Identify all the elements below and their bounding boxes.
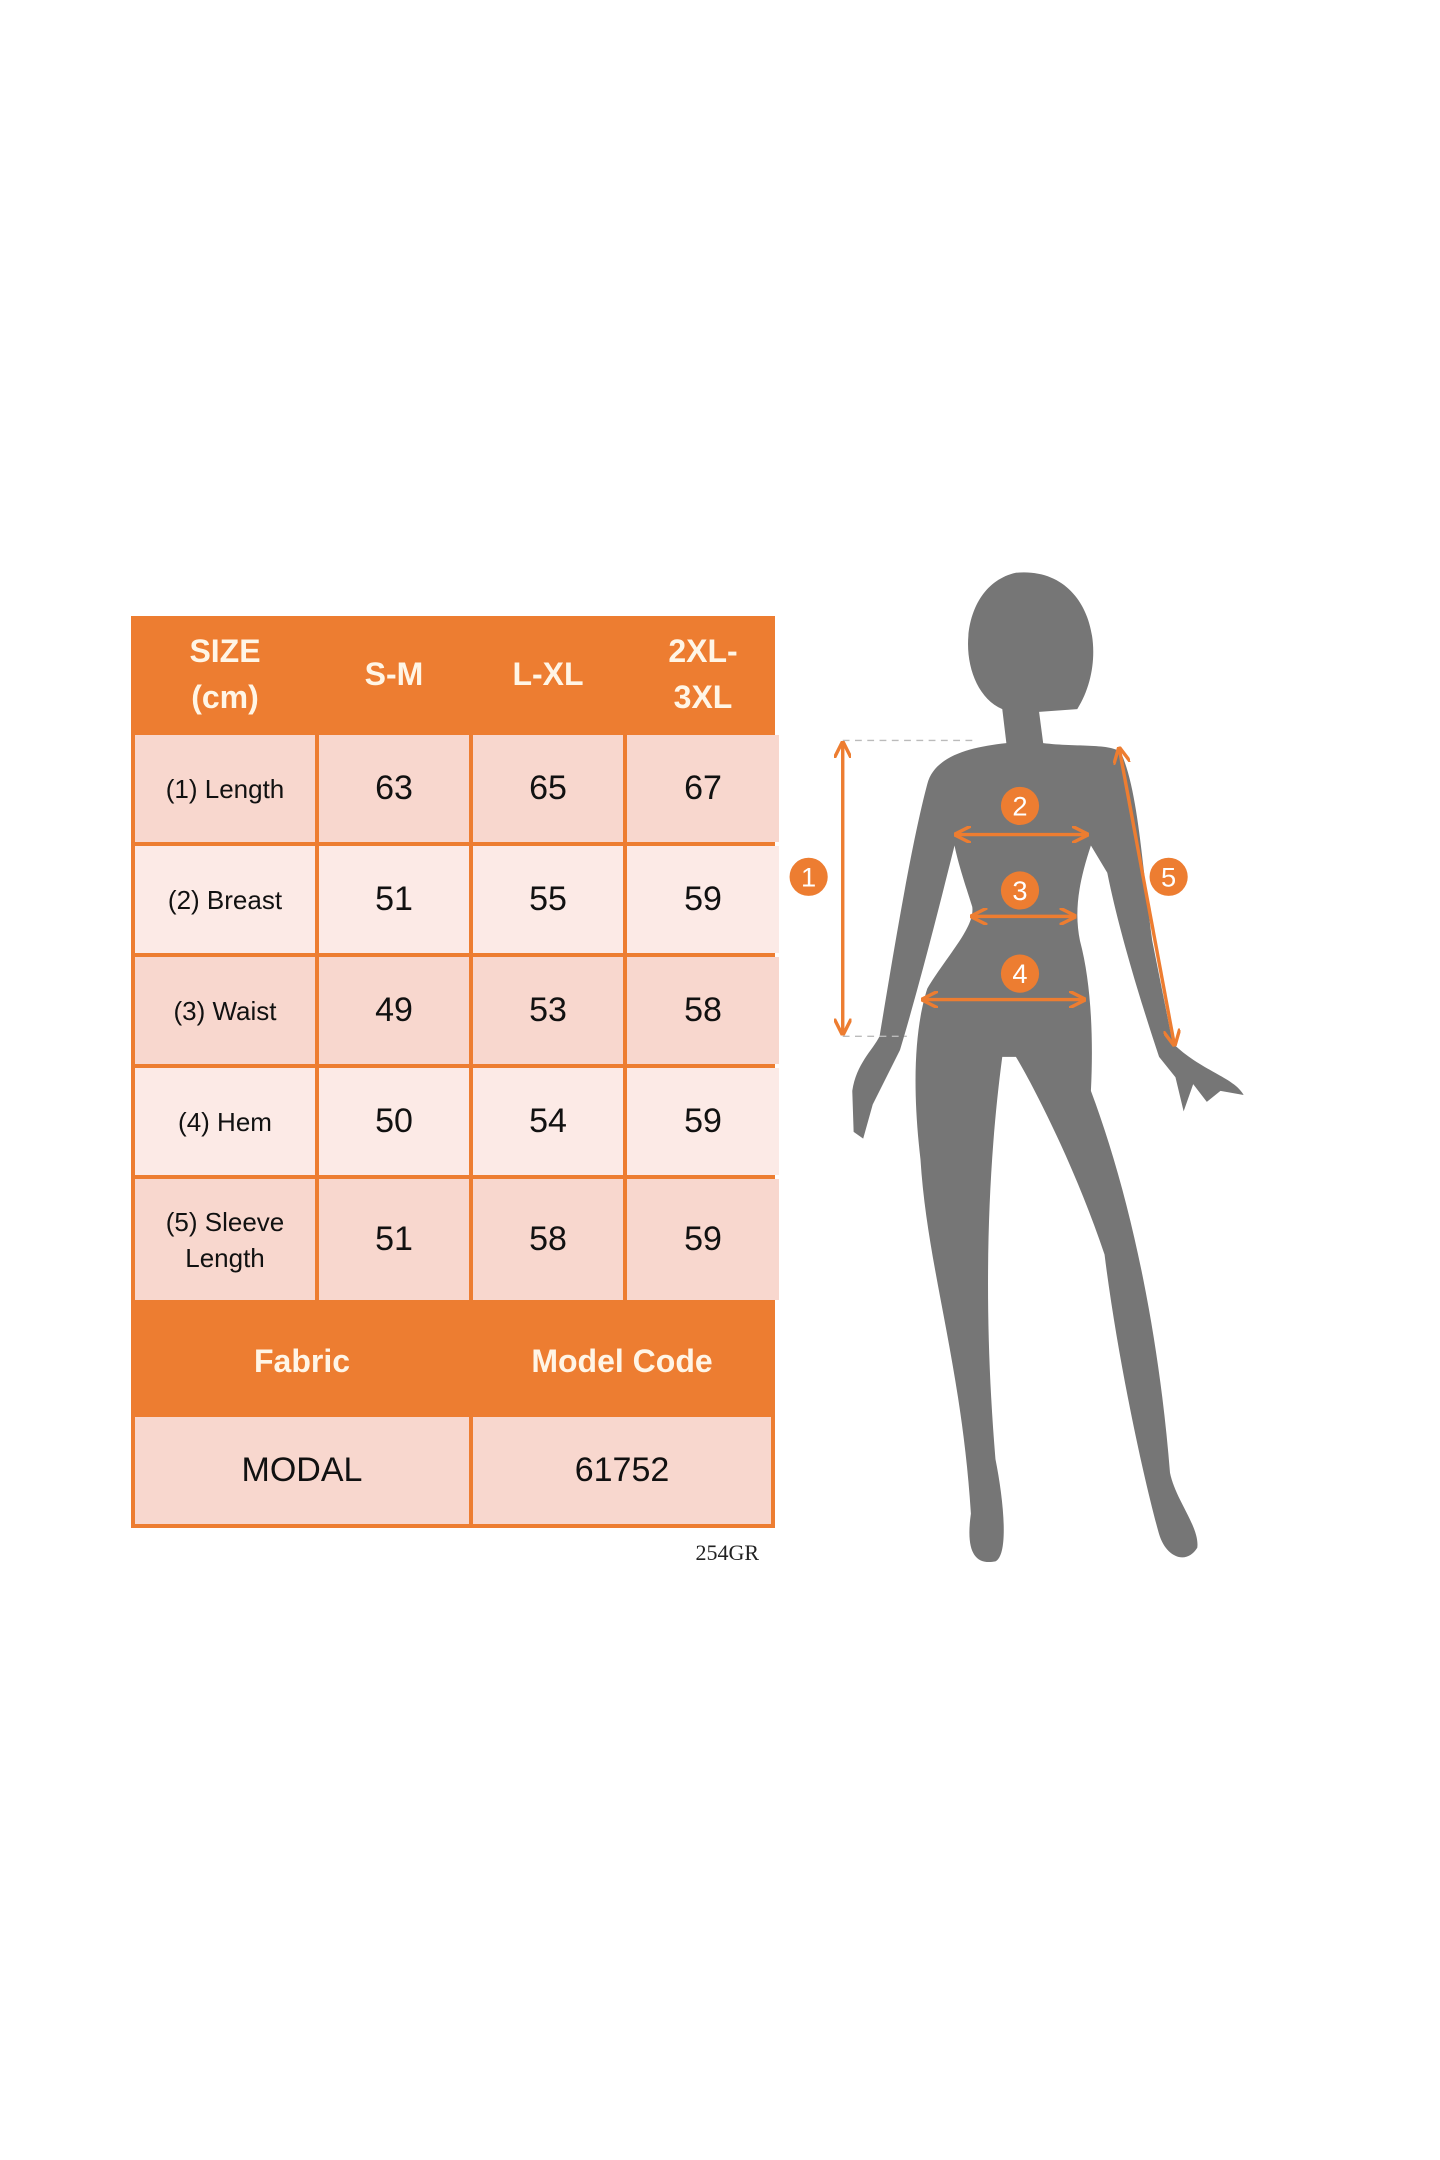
size-value-cell: 59: [627, 846, 779, 953]
size-value-cell: 55: [473, 846, 623, 953]
fabric-header: Fabric: [253, 1342, 351, 1379]
marker-number: 3: [1012, 875, 1027, 906]
marker-badge-3: [1000, 871, 1040, 910]
header-text: SIZE: [189, 632, 261, 669]
woman-silhouette: [852, 572, 1244, 1563]
model-code-header: Model Code: [531, 1342, 713, 1379]
marker-badge-4: [1000, 954, 1040, 993]
model-code-value: 61752: [473, 1417, 771, 1524]
size-value-cell: 59: [627, 1179, 779, 1300]
size-value-cell: 58: [473, 1179, 623, 1300]
size-value-cell: 67: [627, 735, 779, 842]
row-label-text: (4) Hem: [178, 1106, 272, 1137]
header-text: 3XL: [673, 678, 733, 715]
size-value-cell: 51: [319, 1179, 469, 1300]
marker-badge-1: [789, 857, 828, 896]
row-label-text: (2) Breast: [167, 884, 283, 915]
marker-number: 4: [1012, 958, 1027, 989]
marker-number: 2: [1012, 790, 1027, 821]
header-text: 2XL-: [668, 632, 738, 669]
table-header-row: SIZE (cm) S-M L-XL 2XL- 3XL: [135, 616, 771, 731]
row-label-text: (5) Sleeve: [165, 1206, 285, 1237]
marker-badge-2: [1000, 786, 1040, 825]
fabric-value: MODAL: [135, 1417, 469, 1524]
header-s-m: S-M: [364, 655, 424, 692]
header-text: (cm): [191, 678, 259, 715]
size-value-cell: 53: [473, 957, 623, 1064]
row-label: (4) Hem: [135, 1068, 315, 1175]
row-label-text: (3) Waist: [173, 995, 277, 1026]
size-value-cell: 63: [319, 735, 469, 842]
size-value-cell: 65: [473, 735, 623, 842]
row-label: (5) Sleeve Length: [135, 1179, 315, 1300]
size-value-cell: 51: [319, 846, 469, 953]
size-value-cell: 50: [319, 1068, 469, 1175]
size-value-cell: 59: [627, 1068, 779, 1175]
sleeve-arrow: [1120, 750, 1175, 1043]
size-value-cell: 49: [319, 957, 469, 1064]
header-2xl-3xl: 2XL- 3XL: [627, 616, 779, 731]
row-label: (2) Breast: [135, 846, 315, 953]
header-l-xl: L-XL: [512, 655, 584, 692]
product-code: 254GR: [695, 1540, 759, 1565]
footer-value-row: MODAL 61752: [135, 1417, 771, 1524]
marker-number: 1: [801, 861, 816, 892]
marker-number: 5: [1161, 861, 1176, 892]
marker-badge-5: [1149, 857, 1188, 896]
header-size: SIZE (cm): [135, 616, 315, 731]
size-value-cell: 58: [627, 957, 779, 1064]
table-body: (1) Length 63 65 67 (2) Breast 51 55 59 (3) Wais…: [135, 735, 779, 1300]
row-label-text: Length: [185, 1242, 265, 1273]
footer-header-row: Fabric Model Code: [135, 1304, 771, 1417]
size-chart-table: SIZE (cm) S-M L-XL 2XL- 3XL (1) Length 63 65…: [131, 616, 779, 1528]
row-label-text: (1) Length: [165, 773, 285, 804]
row-label: (3) Waist: [135, 957, 315, 1064]
row-label: (1) Length: [135, 735, 315, 842]
size-value-cell: 54: [473, 1068, 623, 1175]
